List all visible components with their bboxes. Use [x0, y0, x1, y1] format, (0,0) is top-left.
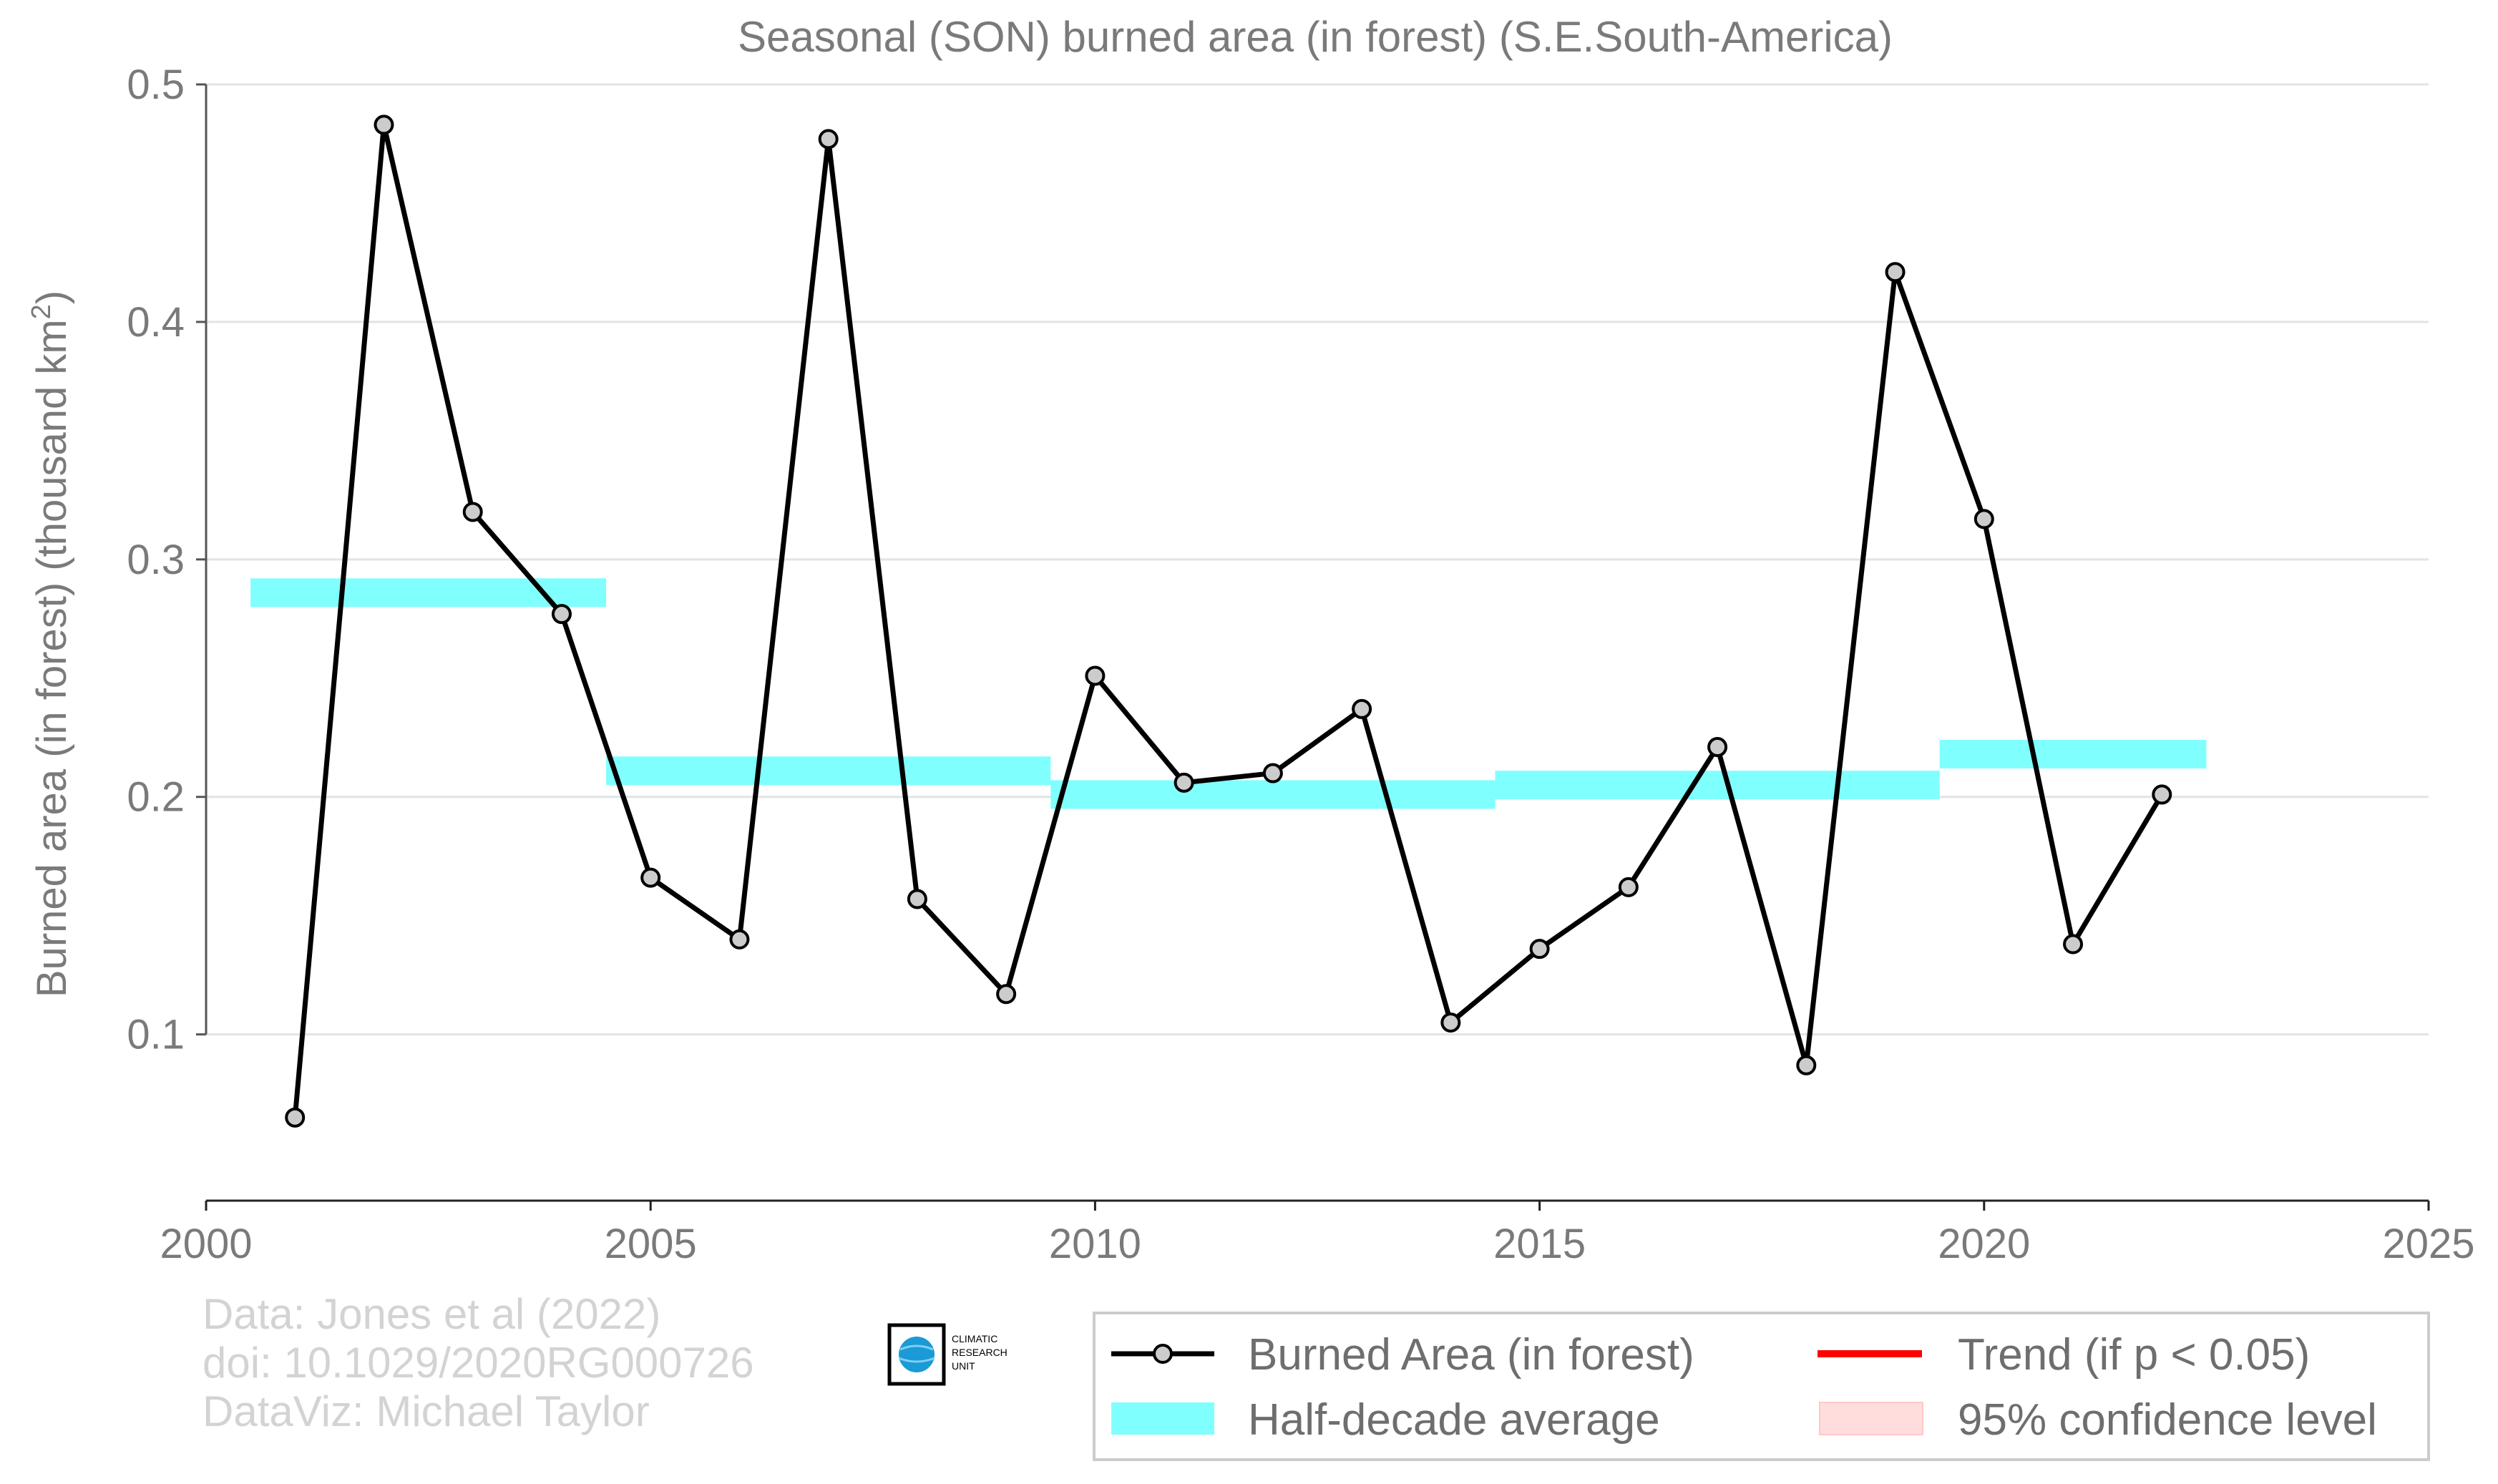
- x-tick-label: 2000: [160, 1221, 252, 1267]
- x-tick-label: 2025: [2382, 1221, 2474, 1267]
- data-point: [1262, 763, 1283, 784]
- logo-text-line3: UNIT: [952, 1360, 975, 1372]
- data-point: [2152, 784, 2172, 805]
- legend: Burned Area (in forest) Trend (if p < 0.…: [1093, 1312, 2430, 1461]
- globe-lines: [898, 1344, 935, 1363]
- credit-dataviz: DataViz: Michael Taylor: [203, 1387, 650, 1435]
- y-axis-title: Burned area (in forest) (thousand km2): [26, 291, 75, 997]
- data-point: [1796, 1055, 1817, 1075]
- data-point: [462, 502, 483, 522]
- y-tick-label: 0.3: [127, 537, 185, 583]
- data-point: [551, 604, 572, 625]
- data-point: [729, 929, 750, 950]
- grid: [206, 83, 2429, 1036]
- half-decade-band: [1495, 771, 1940, 800]
- x-tick-label: 2020: [1938, 1221, 2030, 1267]
- chart-title: Seasonal (SON) burned area (in forest) (…: [738, 13, 1893, 61]
- data-point: [1885, 262, 1906, 283]
- data-point: [1174, 772, 1194, 793]
- data-point: [1085, 665, 1106, 686]
- legend-box: [1093, 1312, 2430, 1461]
- data-point: [374, 114, 394, 135]
- y-tick-label: 0.4: [127, 299, 185, 346]
- data-point: [907, 889, 927, 909]
- credit-data: Data: Jones et al (2022): [203, 1290, 660, 1338]
- legend-swatch-half-decade: [1111, 1402, 1214, 1435]
- x-tick-label: 2015: [1493, 1221, 1586, 1267]
- y-tick-label: 0.2: [127, 774, 185, 821]
- x-tick-label: 2010: [1049, 1221, 1141, 1267]
- logo-frame: [887, 1323, 946, 1386]
- data-point: [818, 129, 839, 150]
- half-decade-band: [1050, 780, 1496, 809]
- logo-text-line2: RESEARCH: [952, 1347, 1008, 1358]
- legend-label-trend: Trend (if p < 0.05): [1958, 1330, 2310, 1380]
- axes: 0.1 0.2 0.3 0.4 0.5 2000 2005 2010 2015 2020 2025: [127, 62, 2474, 1267]
- data-point: [285, 1107, 306, 1128]
- x-tick-label: 2005: [605, 1221, 697, 1267]
- half-decade-bands: [250, 578, 2207, 809]
- y-axis-title-main: Burned area (in forest) (thousand km: [29, 319, 75, 997]
- logo-text-line1: CLIMATIC: [952, 1333, 997, 1344]
- legend-label-burned-area: Burned Area (in forest): [1248, 1330, 1694, 1380]
- credit-doi: doi: 10.1029/2020RG000726: [203, 1339, 754, 1387]
- legend-label-confidence: 95% confidence level: [1958, 1395, 2377, 1445]
- globe-icon: [899, 1337, 935, 1372]
- y-tick-label: 0.1: [127, 1012, 185, 1058]
- data-point: [996, 984, 1017, 1005]
- y-axis-title-superscript: 2: [26, 304, 57, 319]
- half-decade-band: [1939, 740, 2207, 768]
- y-tick-label: 0.5: [127, 62, 185, 108]
- data-point: [1529, 939, 1550, 960]
- legend-swatch-burned-area-marker: [1153, 1344, 1173, 1364]
- data-point: [2063, 934, 2084, 955]
- data-point: [640, 867, 661, 888]
- data-point: [1707, 737, 1728, 758]
- credits-block: Data: Jones et al (2022) doi: 10.1029/20…: [203, 1290, 754, 1435]
- legend-swatch-confidence: [1819, 1402, 1923, 1435]
- data-point: [1618, 877, 1639, 897]
- legend-label-half-decade: Half-decade average: [1248, 1395, 1660, 1445]
- data-point: [1440, 1012, 1461, 1033]
- y-axis-title-suffix: ): [29, 291, 75, 304]
- data-point: [1973, 509, 1994, 529]
- data-point: [1352, 698, 1372, 719]
- cru-logo: CLIMATIC RESEARCH UNIT: [887, 1323, 1008, 1386]
- series-line: [292, 122, 2165, 1118]
- series-burned-area: [285, 114, 2172, 1128]
- half-decade-band: [250, 578, 607, 607]
- half-decade-band: [606, 756, 1051, 786]
